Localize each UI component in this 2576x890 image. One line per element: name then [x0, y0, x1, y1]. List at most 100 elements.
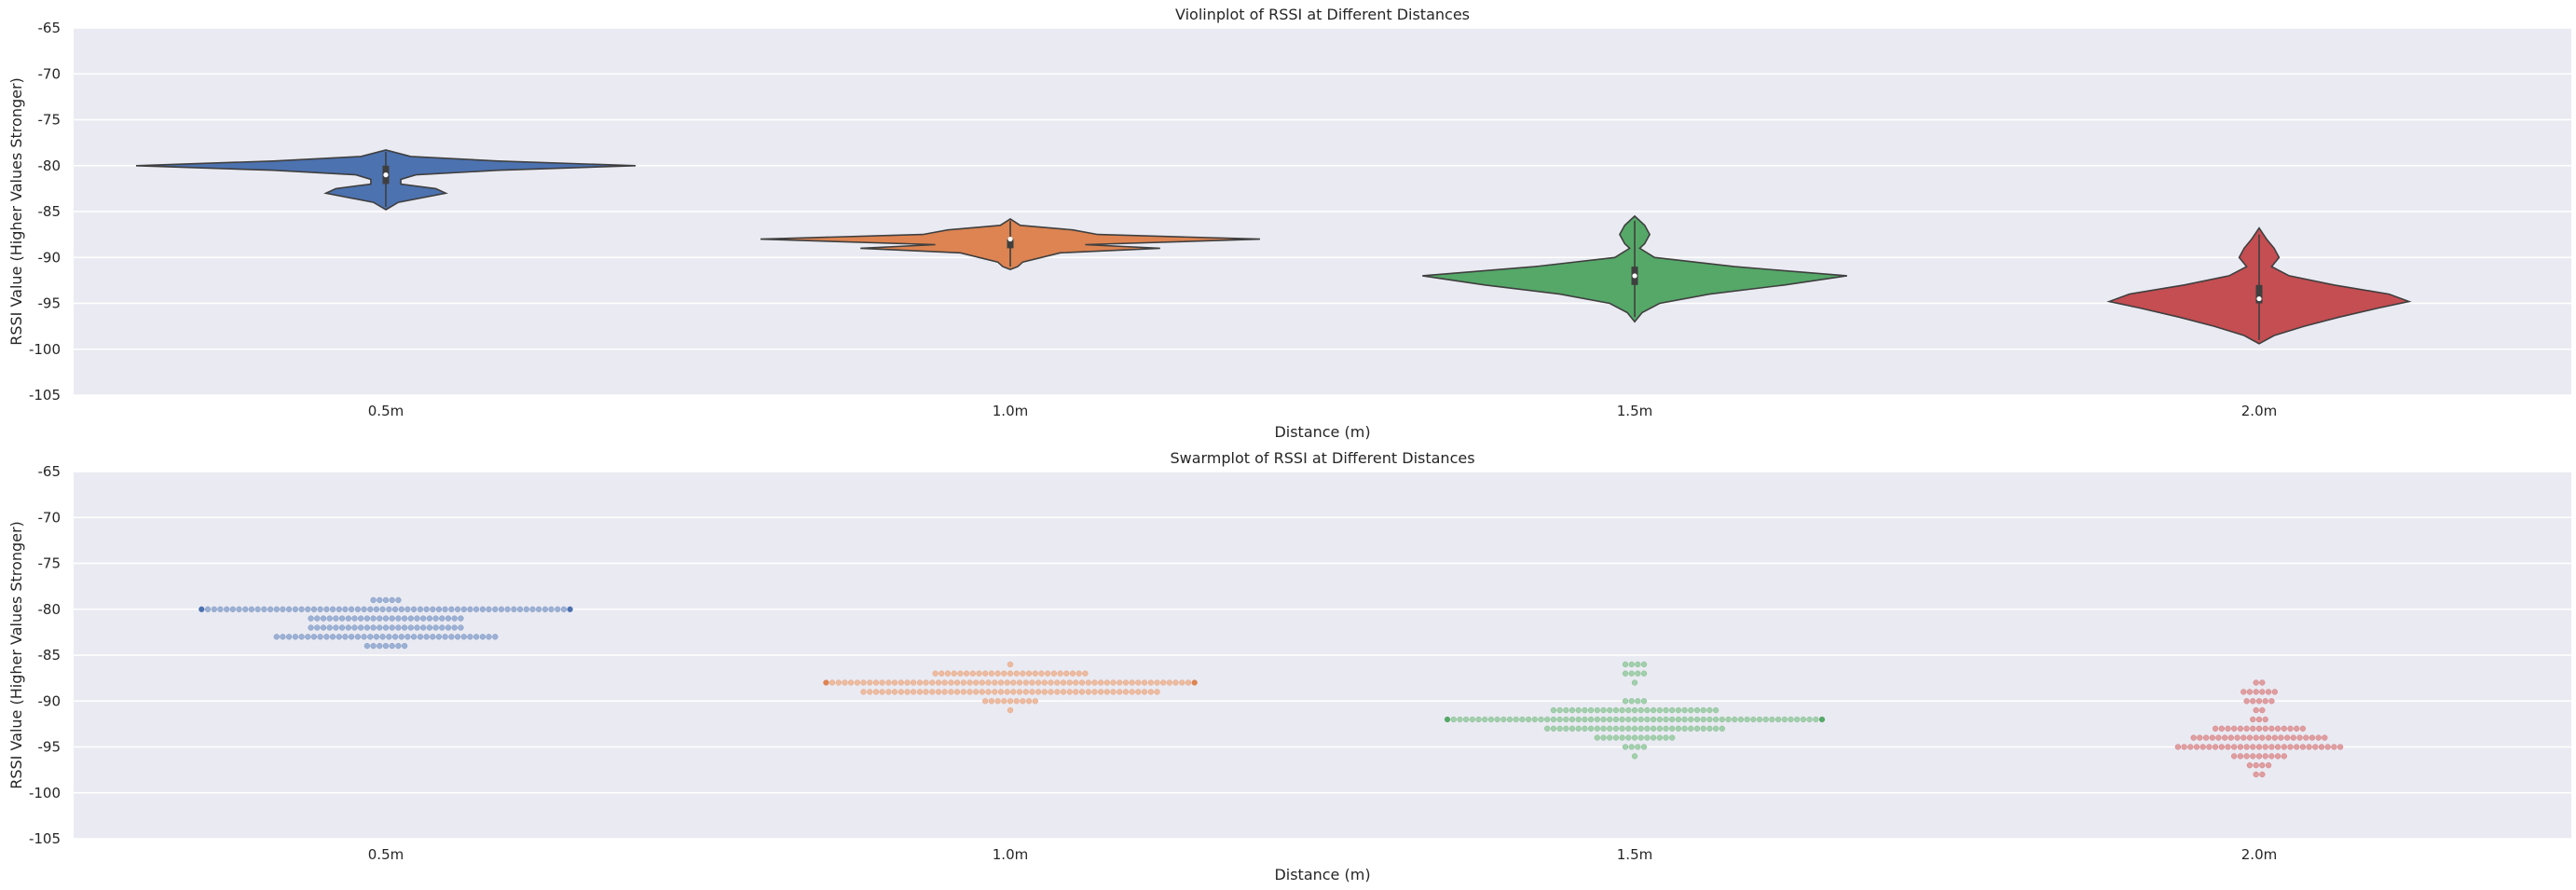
- swarm-point: [973, 679, 980, 686]
- swarm-point: [2265, 734, 2272, 741]
- swarm-point: [401, 624, 408, 631]
- swarm-point: [1020, 670, 1026, 677]
- swarm-point: [398, 606, 404, 612]
- swarm-point: [2181, 744, 2187, 750]
- y-tick-label: -95: [38, 295, 62, 312]
- swarm-point: [1781, 716, 1788, 723]
- swarm-point: [1587, 716, 1595, 723]
- swarm-point: [329, 606, 336, 612]
- swarm-point: [1494, 716, 1500, 723]
- swarm-point: [2290, 734, 2296, 741]
- swarm-point: [426, 615, 433, 622]
- swarm-point: [2174, 744, 2182, 750]
- swarm-point: [292, 606, 299, 612]
- swarm-point: [1444, 716, 1451, 723]
- swarm-point: [1035, 689, 1042, 695]
- violin-median: [1632, 273, 1637, 279]
- swarm-point: [254, 606, 261, 612]
- swarm-point: [377, 642, 383, 650]
- swarm-point: [1450, 716, 1457, 723]
- swarm-point: [1750, 716, 1757, 723]
- swarm-point: [529, 606, 536, 612]
- swarm-point: [420, 615, 427, 622]
- swarm-point: [935, 679, 942, 686]
- swarm-point: [439, 624, 445, 631]
- swarm-point: [435, 634, 443, 640]
- swarm-point: [2246, 734, 2254, 741]
- swarm-point: [1085, 689, 1091, 695]
- swarm-point: [1117, 679, 1123, 686]
- swarm-point: [885, 679, 892, 686]
- swarm-point: [1147, 689, 1154, 695]
- swarm-point: [1129, 679, 1135, 686]
- violin-x-axis-label: Distance (m): [1274, 423, 1370, 441]
- swarm-point: [2299, 744, 2307, 750]
- swarm-point: [1103, 679, 1110, 686]
- swarm-point: [310, 606, 318, 612]
- violin-iqr-box: [2255, 284, 2263, 304]
- swarm-point: [2227, 734, 2234, 741]
- swarm-point: [1469, 716, 1475, 723]
- swarm-point: [935, 689, 942, 695]
- y-tick-label: -90: [38, 249, 62, 266]
- swarm-point: [351, 615, 358, 622]
- swarm-point: [2212, 725, 2219, 732]
- swarm-point: [1048, 679, 1054, 686]
- swarm-point: [248, 606, 255, 612]
- swarm-point: [2246, 689, 2254, 695]
- swarm-point: [1607, 706, 1613, 714]
- swarm-point: [1022, 679, 1029, 686]
- violin-iqr-box: [1007, 239, 1014, 249]
- swarm-point: [2253, 734, 2259, 741]
- swarm-point: [1594, 706, 1600, 714]
- swarm-point: [1569, 706, 1576, 714]
- swarm-point: [1016, 679, 1023, 686]
- swarm-point: [982, 698, 989, 705]
- swarm-point: [317, 606, 323, 612]
- swarm-point: [1575, 716, 1582, 723]
- swarm-point: [535, 606, 542, 612]
- swarm-point: [2281, 753, 2287, 760]
- swarm-point: [1619, 725, 1625, 732]
- swarm-point: [879, 689, 885, 695]
- swarm-point: [242, 606, 249, 612]
- swarm-point: [211, 606, 217, 612]
- swarm-point: [1482, 716, 1488, 723]
- swarm-point: [1076, 670, 1082, 677]
- swarm-point: [992, 679, 998, 686]
- swarm-point: [417, 634, 424, 640]
- swarm-point: [479, 606, 486, 612]
- swarm-point: [1762, 716, 1769, 723]
- swarm-point: [354, 606, 362, 612]
- swarm-point: [1029, 689, 1035, 695]
- swarm-point: [2187, 744, 2194, 750]
- swarm-point: [1091, 679, 1098, 686]
- swarm-point: [2255, 753, 2263, 760]
- swarm-point: [395, 596, 402, 604]
- swarm-point: [2255, 698, 2263, 705]
- swarm-point: [1073, 679, 1079, 686]
- swarm-point: [1001, 670, 1007, 677]
- swarm-point: [1066, 679, 1073, 686]
- swarm-point: [2312, 744, 2319, 750]
- swarm-point: [314, 615, 321, 622]
- swarm-point: [2259, 706, 2266, 714]
- y-tick-label: -100: [29, 341, 61, 358]
- swarm-point: [448, 634, 455, 640]
- swarm-marks: [199, 596, 2344, 778]
- swarm-point: [1587, 706, 1595, 714]
- swarm-point: [1644, 725, 1651, 732]
- swarm-point: [2197, 734, 2203, 741]
- swarm-point: [867, 679, 873, 686]
- swarm-point: [2190, 734, 2197, 741]
- swarm-point: [458, 615, 464, 622]
- swarm-point: [1500, 716, 1507, 723]
- swarm-point: [2268, 698, 2275, 705]
- swarm-point: [1612, 706, 1620, 714]
- swarm-point: [1612, 716, 1620, 723]
- swarm-point: [1078, 689, 1086, 695]
- swarm-point: [1622, 744, 1629, 750]
- swarm-point: [1575, 706, 1582, 714]
- swarm-point: [486, 606, 492, 612]
